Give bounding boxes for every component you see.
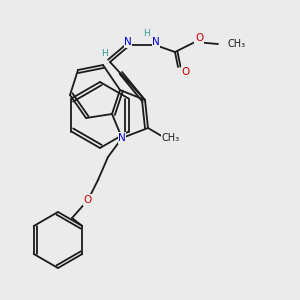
Text: CH₃: CH₃ <box>162 133 180 143</box>
Text: N: N <box>152 37 160 47</box>
Text: H: H <box>100 50 107 58</box>
Text: N: N <box>118 133 126 143</box>
Text: O: O <box>195 33 203 43</box>
Text: CH₃: CH₃ <box>228 39 246 49</box>
Text: O: O <box>84 195 92 205</box>
Text: O: O <box>182 67 190 77</box>
Text: H: H <box>144 28 150 38</box>
Text: N: N <box>124 37 132 47</box>
